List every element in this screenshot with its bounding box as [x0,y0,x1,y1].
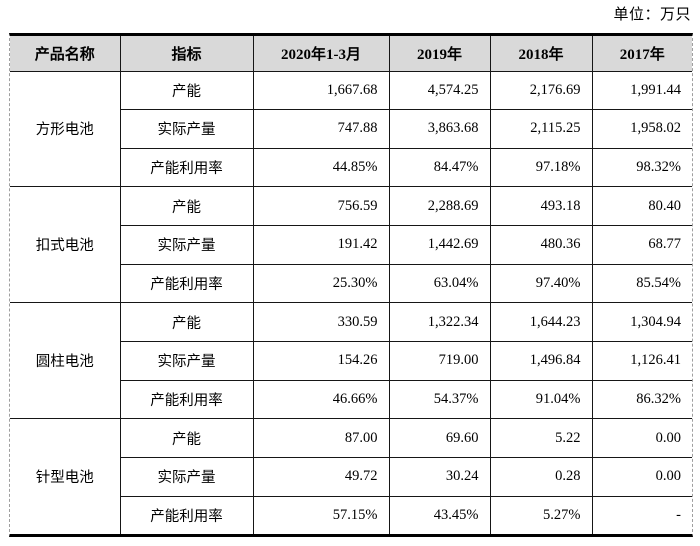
table-row: 产能利用率 57.15% 43.45% 5.27% - [10,495,692,534]
value-cell: 97.40% [489,263,593,304]
value-cell: 25.30% [252,263,390,304]
value-cell: 5.27% [489,495,593,534]
value-cell: 493.18 [489,186,593,227]
value-cell: 97.18% [489,147,593,188]
metric-cell: 产能 [119,418,254,459]
value-cell: 1,304.94 [591,302,692,343]
value-cell: 0.00 [591,418,692,459]
value-cell: 719.00 [388,341,491,381]
table-row: 扣式电池 产能 756.59 2,288.69 493.18 80.40 [10,186,692,304]
value-cell: 91.04% [489,379,593,420]
metric-cell: 产能 [119,186,254,227]
value-cell: 0.28 [489,457,593,497]
product-name-cell: 扣式电池 [10,186,121,304]
value-cell: 191.42 [252,225,390,265]
value-cell: 1,958.02 [591,109,692,149]
value-cell: 30.24 [388,457,491,497]
value-cell: 1,496.84 [489,341,593,381]
value-cell: 49.72 [252,457,390,497]
value-cell: 57.15% [252,495,390,534]
column-header-2018: 2018年 [489,36,593,72]
table-row: 圆柱电池 产能 330.59 1,322.34 1,644.23 1,304.9… [10,302,692,420]
value-cell: 2,288.69 [388,186,491,227]
value-cell: 80.40 [591,186,692,227]
table-row: 实际产量 747.88 3,863.68 2,115.25 1,958.02 [10,109,692,149]
metric-cell: 产能利用率 [119,263,254,304]
value-cell: 87.00 [252,418,390,459]
column-header-metric: 指标 [119,36,254,72]
table-row: 产能利用率 46.66% 54.37% 91.04% 86.32% [10,379,692,420]
metric-cell: 产能利用率 [119,147,254,188]
value-cell: 86.32% [591,379,692,420]
header-row: 产品名称 指标 2020年1-3月 2019年 2018年 2017年 [10,36,692,72]
metric-cell: 实际产量 [119,341,254,381]
product-name-cell: 针型电池 [10,418,121,534]
column-header-2020q1: 2020年1-3月 [252,36,390,72]
metric-cell: 产能利用率 [119,495,254,534]
value-cell: 1,442.69 [388,225,491,265]
value-cell: - [591,495,692,534]
column-header-product: 产品名称 [10,36,121,72]
value-cell: 2,115.25 [489,109,593,149]
metric-cell: 产能 [119,70,254,111]
value-cell: 43.45% [388,495,491,534]
column-header-2019: 2019年 [388,36,491,72]
metric-cell: 实际产量 [119,457,254,497]
table-row: 实际产量 49.72 30.24 0.28 0.00 [10,457,692,497]
table-row: 产能利用率 25.30% 63.04% 97.40% 85.54% [10,263,692,304]
value-cell: 747.88 [252,109,390,149]
value-cell: 85.54% [591,263,692,304]
metric-cell: 产能利用率 [119,379,254,420]
table-row: 产能利用率 44.85% 84.47% 97.18% 98.32% [10,147,692,188]
value-cell: 1,991.44 [591,70,692,111]
value-cell: 480.36 [489,225,593,265]
value-cell: 68.77 [591,225,692,265]
value-cell: 1,322.34 [388,302,491,343]
column-header-2017: 2017年 [591,36,692,72]
value-cell: 44.85% [252,147,390,188]
value-cell: 1,644.23 [489,302,593,343]
value-cell: 84.47% [388,147,491,188]
metric-cell: 实际产量 [119,109,254,149]
product-name-cell: 方形电池 [10,70,121,188]
value-cell: 98.32% [591,147,692,188]
value-cell: 756.59 [252,186,390,227]
value-cell: 330.59 [252,302,390,343]
value-cell: 1,126.41 [591,341,692,381]
value-cell: 3,863.68 [388,109,491,149]
table-row: 方形电池 产能 1,667.68 4,574.25 2,176.69 1,991… [10,70,692,188]
data-table: 产品名称 指标 2020年1-3月 2019年 2018年 2017年 方形电池… [10,36,692,534]
product-name-cell: 圆柱电池 [10,302,121,420]
value-cell: 5.22 [489,418,593,459]
production-capacity-table: 产品名称 指标 2020年1-3月 2019年 2018年 2017年 方形电池… [9,33,693,537]
table-row: 针型电池 产能 87.00 69.60 5.22 0.00 [10,418,692,534]
value-cell: 4,574.25 [388,70,491,111]
value-cell: 54.37% [388,379,491,420]
value-cell: 2,176.69 [489,70,593,111]
value-cell: 1,667.68 [252,70,390,111]
value-cell: 46.66% [252,379,390,420]
unit-label: 单位：万只 [613,7,691,23]
value-cell: 154.26 [252,341,390,381]
metric-cell: 实际产量 [119,225,254,265]
value-cell: 63.04% [388,263,491,304]
value-cell: 69.60 [388,418,491,459]
metric-cell: 产能 [119,302,254,343]
value-cell: 0.00 [591,457,692,497]
